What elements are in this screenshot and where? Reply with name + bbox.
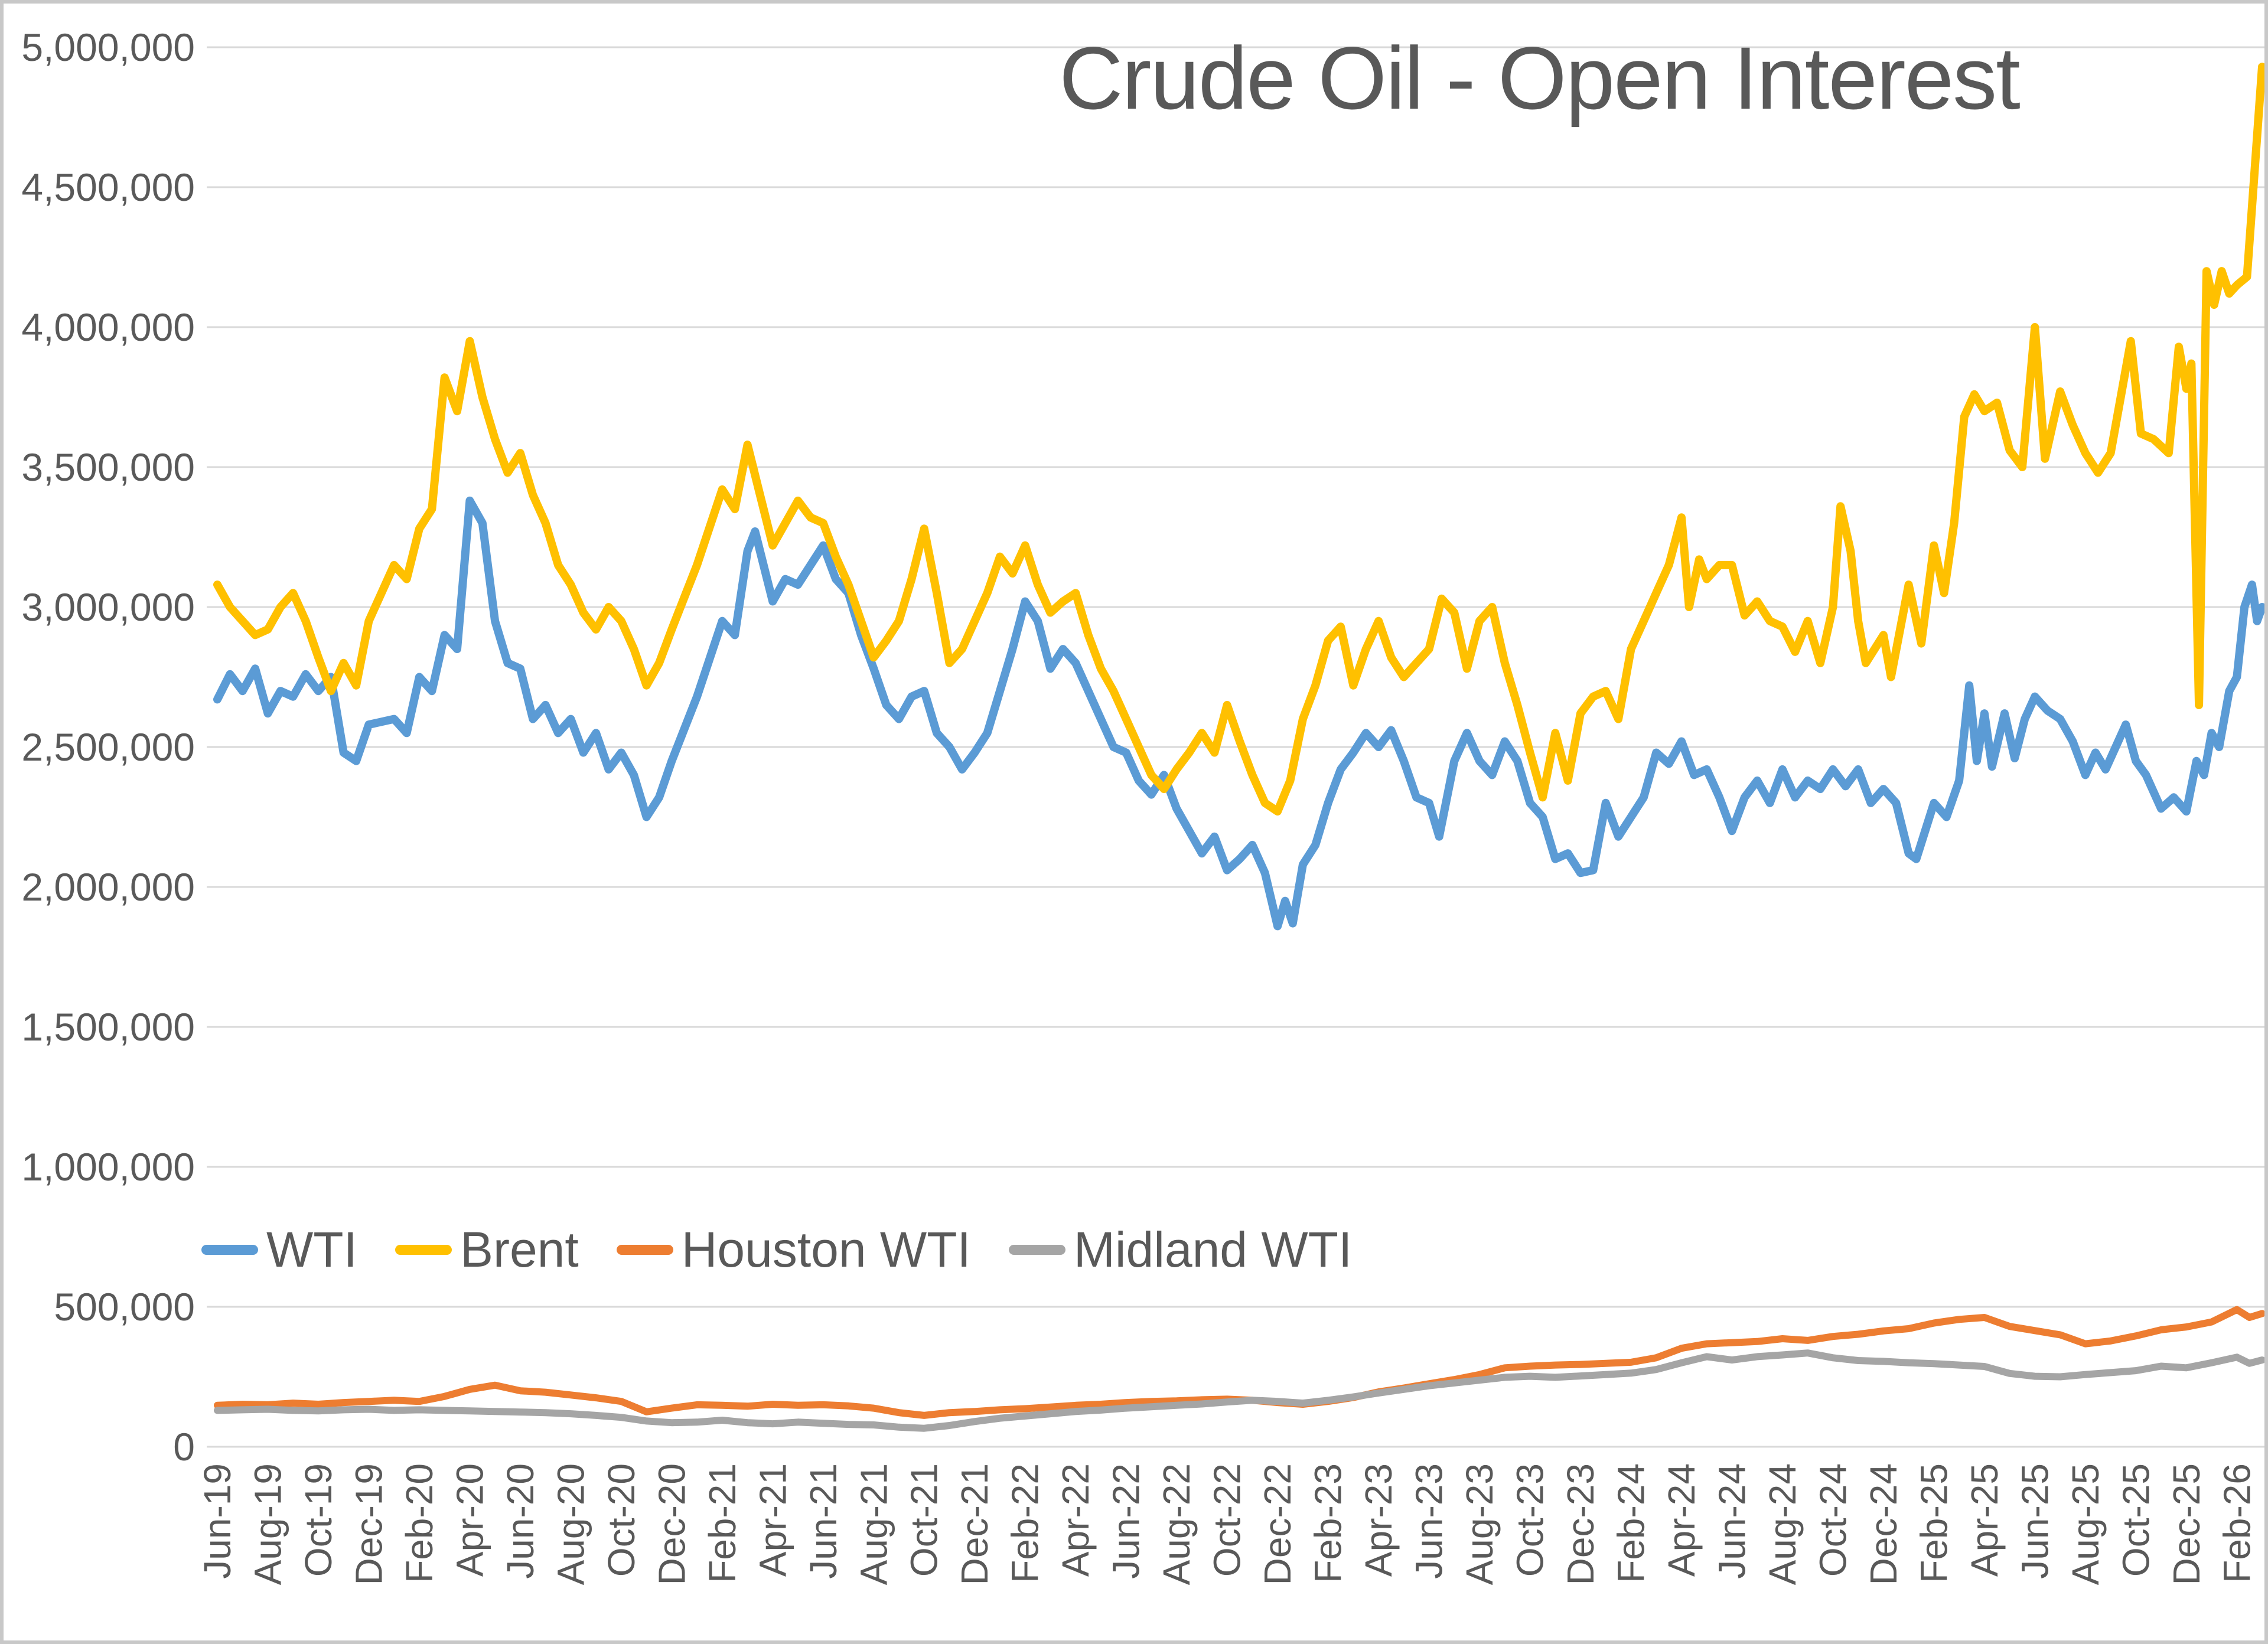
series-line-midland-wti [214,1349,2264,1432]
legend-label: Houston WTI [681,1221,971,1277]
legend-label: Brent [460,1221,579,1277]
x-tick-label: Aug-25 [2064,1463,2107,1585]
x-tick-label: Jun-21 [802,1463,845,1579]
gridlines [207,46,2264,1448]
legend-item-brent: Brent [395,1221,579,1278]
x-tick-label: Apr-20 [448,1463,491,1577]
y-tick-label: 0 [173,1425,195,1469]
x-tick-label: Dec-22 [1256,1463,1299,1585]
x-tick-label: Apr-23 [1357,1463,1400,1577]
legend: WTI Brent Houston WTI Midland WTI [201,1221,1353,1278]
x-tick-label: Apr-24 [1660,1463,1703,1577]
x-tick-label: Feb-25 [1912,1463,1955,1583]
series-line-wti [213,496,2264,931]
x-tick-label: Feb-22 [1004,1463,1047,1583]
x-tick-label: Dec-23 [1559,1463,1602,1585]
x-tick-label: Jun-23 [1408,1463,1451,1579]
y-tick-label: 500,000 [54,1285,195,1329]
legend-marker-icon [1008,1244,1065,1255]
y-tick-label: 1,000,000 [21,1145,195,1189]
x-tick-label: Dec-24 [1862,1463,1905,1585]
y-tick-label: 4,500,000 [21,165,195,209]
series-lines [213,63,2264,1432]
x-tick-label: Jun-24 [1710,1463,1753,1579]
x-tick-label: Apr-25 [1963,1463,2006,1577]
x-tick-label: Feb-26 [2215,1463,2258,1583]
legend-label: Midland WTI [1073,1221,1353,1277]
y-tick-label: 4,000,000 [21,305,195,349]
x-tick-label: Oct-22 [1206,1463,1249,1577]
x-tick-label: Aug-23 [1458,1463,1501,1585]
x-tick-label: Jun-20 [499,1463,542,1579]
y-tick-label: 2,500,000 [21,725,195,769]
x-tick-label: Apr-22 [1054,1463,1097,1577]
x-tick-label: Jun-22 [1105,1463,1148,1579]
x-tick-label: Aug-24 [1761,1463,1804,1585]
legend-marker-icon [395,1244,452,1255]
legend-item-wti: WTI [201,1221,357,1278]
x-tick-label: Aug-20 [549,1463,592,1585]
x-tick-label: Dec-25 [2165,1463,2208,1585]
x-tick-label: Oct-24 [1811,1463,1854,1577]
x-tick-label: Dec-19 [347,1463,390,1585]
x-tick-label: Oct-25 [2114,1463,2157,1577]
x-tick-label: Oct-19 [297,1463,340,1577]
x-tick-label: Feb-24 [1609,1463,1652,1583]
x-tick-label: Oct-21 [903,1463,946,1577]
legend-marker-icon [616,1244,673,1255]
legend-label: WTI [266,1221,357,1277]
chart-title: Crude Oil - Open Interest [1059,28,2021,128]
x-tick-label: Oct-20 [600,1463,643,1577]
x-tick-label: Apr-21 [751,1463,794,1577]
x-tick-label: Aug-21 [852,1463,895,1585]
x-tick-label: Oct-23 [1509,1463,1552,1577]
y-tick-label: 3,500,000 [21,445,195,489]
y-tick-label: 3,000,000 [21,585,195,629]
legend-marker-icon [201,1244,258,1255]
x-tick-label: Jun-19 [196,1463,239,1579]
y-tick-label: 1,500,000 [21,1005,195,1049]
legend-item-midland-wti: Midland WTI [1008,1221,1353,1278]
x-tick-label: Dec-20 [650,1463,693,1585]
x-tick-label: Feb-23 [1307,1463,1350,1583]
x-axis-labels: Jun-19 Aug-19 Oct-19 Dec-19 Feb-20 Apr-20 Jun-… [196,1463,2258,1585]
chart-canvas: 5,000,000 4,500,000 4,000,000 3,500,000 3,00… [21,25,2264,1585]
x-tick-label: Dec-21 [953,1463,996,1585]
y-axis-labels: 5,000,000 4,500,000 4,000,000 3,500,000 3,00… [21,25,195,1469]
x-tick-label: Aug-19 [246,1463,289,1585]
x-tick-label: Feb-21 [701,1463,744,1583]
x-tick-label: Jun-25 [2013,1463,2056,1579]
x-tick-label: Feb-20 [398,1463,441,1583]
y-tick-label: 5,000,000 [21,25,195,69]
y-tick-label: 2,000,000 [21,865,195,909]
x-tick-label: Aug-22 [1155,1463,1198,1585]
series-line-brent [213,63,2264,816]
legend-item-houston-wti: Houston WTI [616,1221,971,1278]
